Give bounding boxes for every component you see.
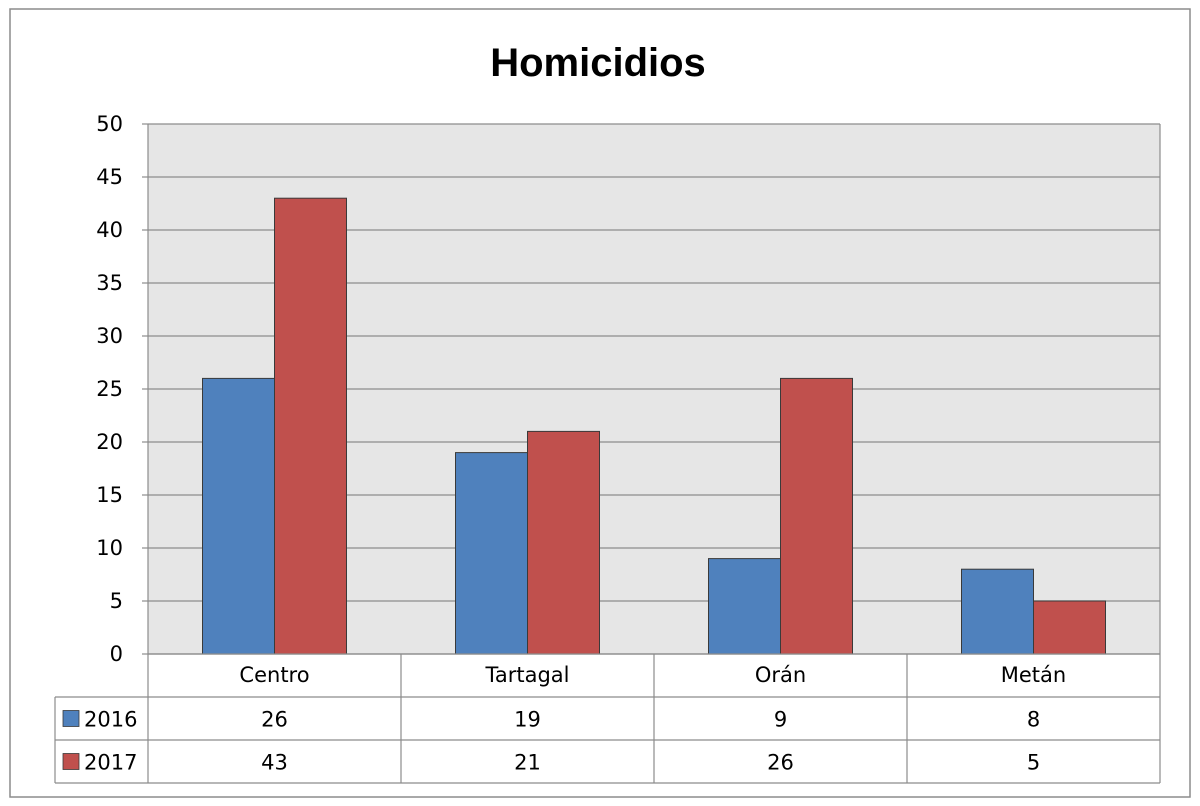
- chart-title: Homicidios: [490, 41, 706, 85]
- bar: [1033, 600, 1106, 655]
- data-value-label: 19: [514, 708, 541, 732]
- x-category-label: Metán: [1001, 663, 1066, 687]
- legend-label: 2017: [84, 751, 137, 775]
- data-value-label: 26: [261, 708, 288, 732]
- data-value-label: 21: [514, 751, 541, 775]
- legend-swatch: [62, 710, 80, 727]
- x-category-label: Centro: [239, 663, 309, 687]
- data-value-label: 43: [261, 751, 288, 775]
- legend-swatch: [62, 753, 80, 770]
- bar: [455, 452, 528, 655]
- bar: [202, 377, 275, 655]
- y-tick-label: 20: [96, 430, 123, 454]
- y-tick-label: 50: [96, 112, 123, 136]
- legend-label: 2016: [84, 708, 137, 732]
- data-value-label: 9: [774, 708, 787, 732]
- y-tick-label: 30: [96, 324, 123, 348]
- plot-area: 0 5 10 15 20 25 30 35 40 45 50: [96, 112, 1161, 666]
- y-tick-label: 25: [96, 377, 123, 401]
- bar: [274, 197, 347, 655]
- y-tick-label: 10: [96, 536, 123, 560]
- x-category-label: Tartagal: [485, 663, 570, 687]
- bar: [780, 377, 853, 655]
- data-value-label: 5: [1027, 751, 1040, 775]
- y-tick-label: 15: [96, 483, 123, 507]
- bar: [527, 430, 600, 655]
- data-value-label: 26: [767, 751, 794, 775]
- bar: [961, 568, 1034, 655]
- y-tick-label: 40: [96, 218, 123, 242]
- y-tick-label: 45: [96, 165, 123, 189]
- bar: [708, 558, 781, 655]
- data-value-label: 8: [1027, 708, 1040, 732]
- data-table: Centro Tartagal Orán Metán 2016 26 19 9 8 2017 43 2…: [54, 653, 1161, 784]
- y-tick-label: 5: [110, 589, 123, 613]
- y-tick-label: 0: [110, 642, 123, 666]
- x-category-label: Orán: [755, 663, 806, 687]
- y-tick-label: 35: [96, 271, 123, 295]
